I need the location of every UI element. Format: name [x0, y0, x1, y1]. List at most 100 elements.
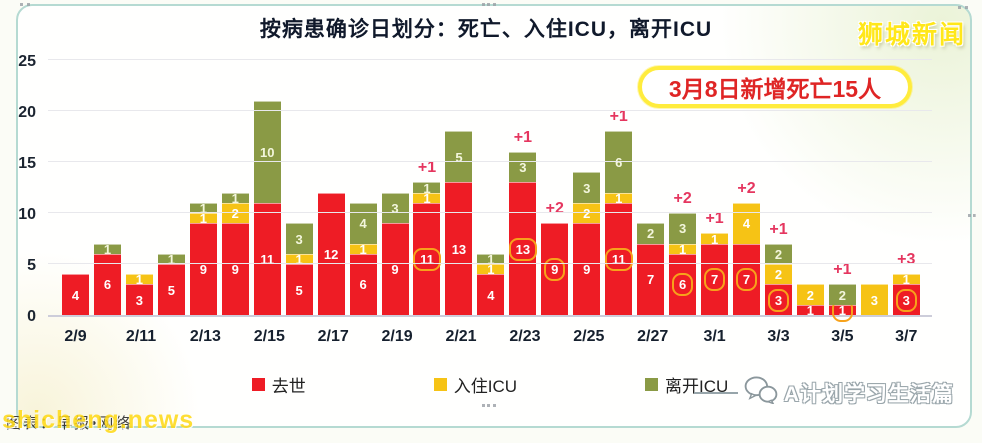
segment-death: 4	[477, 274, 505, 315]
bars-container: 4 6 1 3 1 5 1 9 1 1 9 2 1 11 10 5 1 3 12 6 1 4 9 3 11 1 1 +1 13 5 4 1 1 1…	[48, 60, 932, 322]
segment-value: 1	[487, 251, 495, 267]
x-tick-label	[350, 328, 377, 346]
segment-value: 1	[295, 251, 303, 267]
segment-icu-out: 1	[477, 251, 505, 267]
segment-value: 2	[838, 287, 846, 303]
segment-value: 3	[519, 160, 527, 176]
increase-annotation: +3	[897, 251, 916, 269]
x-axis: 2/9 2/11 2/13 2/15 2/17 2/19 2/21 2/23 2/25 2/27 3…	[48, 328, 932, 346]
segment-death: 6	[93, 253, 121, 315]
segment-icu-out: 10	[253, 100, 281, 203]
selection-handle-right	[968, 214, 976, 217]
x-tick-label: 2/19	[381, 328, 413, 345]
selection-handle-top	[482, 3, 496, 6]
segment-value: 1	[199, 211, 207, 227]
segment-icu-in: 1	[349, 243, 377, 256]
y-axis: 0 5 10 15 20 25	[0, 53, 42, 325]
x-tick-label: 2/13	[189, 328, 221, 345]
selection-handle-top-right	[958, 6, 968, 9]
gridline	[48, 212, 932, 213]
segment-value: 6	[359, 277, 367, 293]
segment-value: 5	[455, 149, 463, 165]
segment-value: 9	[231, 262, 239, 278]
segment-value: 11	[413, 247, 441, 271]
death-swatch-icon	[251, 378, 265, 391]
y-tick-label: 15	[18, 155, 36, 172]
segment-icu-in: 1	[189, 211, 217, 227]
x-tick-label	[605, 328, 632, 346]
y-tick-label: 0	[27, 308, 36, 325]
selection-handle-bottom	[482, 404, 496, 407]
segment-value: 3	[678, 221, 687, 237]
bar-3/7: 3 1 +3	[892, 251, 920, 315]
death-callout-text: 3月8日新增死亡15人	[668, 76, 882, 102]
bar-2/17: 12	[317, 192, 345, 315]
x-tick-label	[861, 328, 888, 346]
y-tick-label: 20	[18, 104, 36, 121]
segment-death: 3	[764, 284, 792, 315]
segment-icu-in: 3	[860, 284, 888, 315]
x-tick-label: 2/27	[637, 328, 669, 345]
segment-value: 4	[359, 216, 367, 232]
x-tick-label: 2/15	[253, 328, 285, 345]
increase-annotation: +1	[513, 128, 532, 146]
channel-name: A计划学习生活篇	[783, 382, 954, 406]
divider-line	[693, 391, 738, 394]
x-tick-label: 2/25	[573, 328, 605, 345]
gridline	[48, 110, 932, 111]
segment-value: 7	[735, 268, 758, 292]
segment-death: 7	[701, 243, 729, 315]
x-tick-label	[158, 328, 185, 346]
segment-value: 7	[703, 268, 726, 292]
segment-value: 3	[295, 231, 303, 247]
segment-value: 11	[260, 251, 275, 267]
y-tick-label: 10	[18, 206, 36, 223]
segment-value: 2	[231, 206, 239, 221]
increase-annotation: +1	[609, 108, 628, 126]
bar-3/6: 3	[860, 284, 888, 315]
x-tick-label: 2/11	[125, 328, 157, 345]
segment-icu-out: 2	[637, 223, 665, 244]
bar-2/23: 13 3 +1	[508, 129, 538, 315]
segment-icu-out: 2	[828, 284, 856, 305]
segment-value: 13	[451, 241, 467, 257]
segment-icu-out: 6	[605, 131, 633, 193]
increase-annotation: +1	[705, 210, 724, 228]
segment-value: 9	[391, 262, 399, 278]
segment-value: 4	[742, 216, 751, 232]
x-tick-label	[733, 328, 760, 346]
segment-icu-out: 1	[93, 241, 121, 257]
segment-icu-out: 1	[413, 182, 441, 195]
x-tick-label: 2/9	[64, 328, 87, 345]
segment-value: 3	[135, 292, 144, 308]
legend-label-death: 去世	[271, 377, 306, 396]
increase-annotation: +1	[417, 159, 437, 177]
bar-2/24: 9 +2	[541, 200, 569, 315]
segment-value: 1	[103, 241, 112, 257]
segment-death: 11	[413, 202, 441, 315]
segment-death: 13	[508, 182, 538, 315]
segment-icu-in: 1	[669, 243, 697, 256]
segment-death: 6	[669, 253, 697, 315]
segment-icu-out: 5	[445, 131, 473, 183]
segment-icu-in: 1	[892, 272, 920, 288]
segment-value: 1	[902, 272, 910, 288]
increase-annotation: +2	[673, 190, 692, 207]
x-tick-label	[669, 328, 696, 346]
bar-2/20: 11 1 1 +1	[413, 159, 441, 315]
segment-value: 1	[167, 251, 175, 267]
segment-icu-out: 4	[349, 202, 377, 244]
segment-death: 4	[62, 274, 89, 315]
bar-2/21: 13 5	[445, 131, 473, 315]
segment-value: 1	[423, 190, 431, 206]
legend-item-icu-in: 入住ICU	[433, 372, 517, 397]
increase-annotation: +2	[545, 200, 564, 218]
segment-value: 3	[391, 200, 399, 216]
bar-2/15: 11 10	[253, 100, 281, 315]
x-tick-label: 2/21	[445, 328, 477, 345]
x-tick-label: 3/1	[703, 328, 726, 345]
